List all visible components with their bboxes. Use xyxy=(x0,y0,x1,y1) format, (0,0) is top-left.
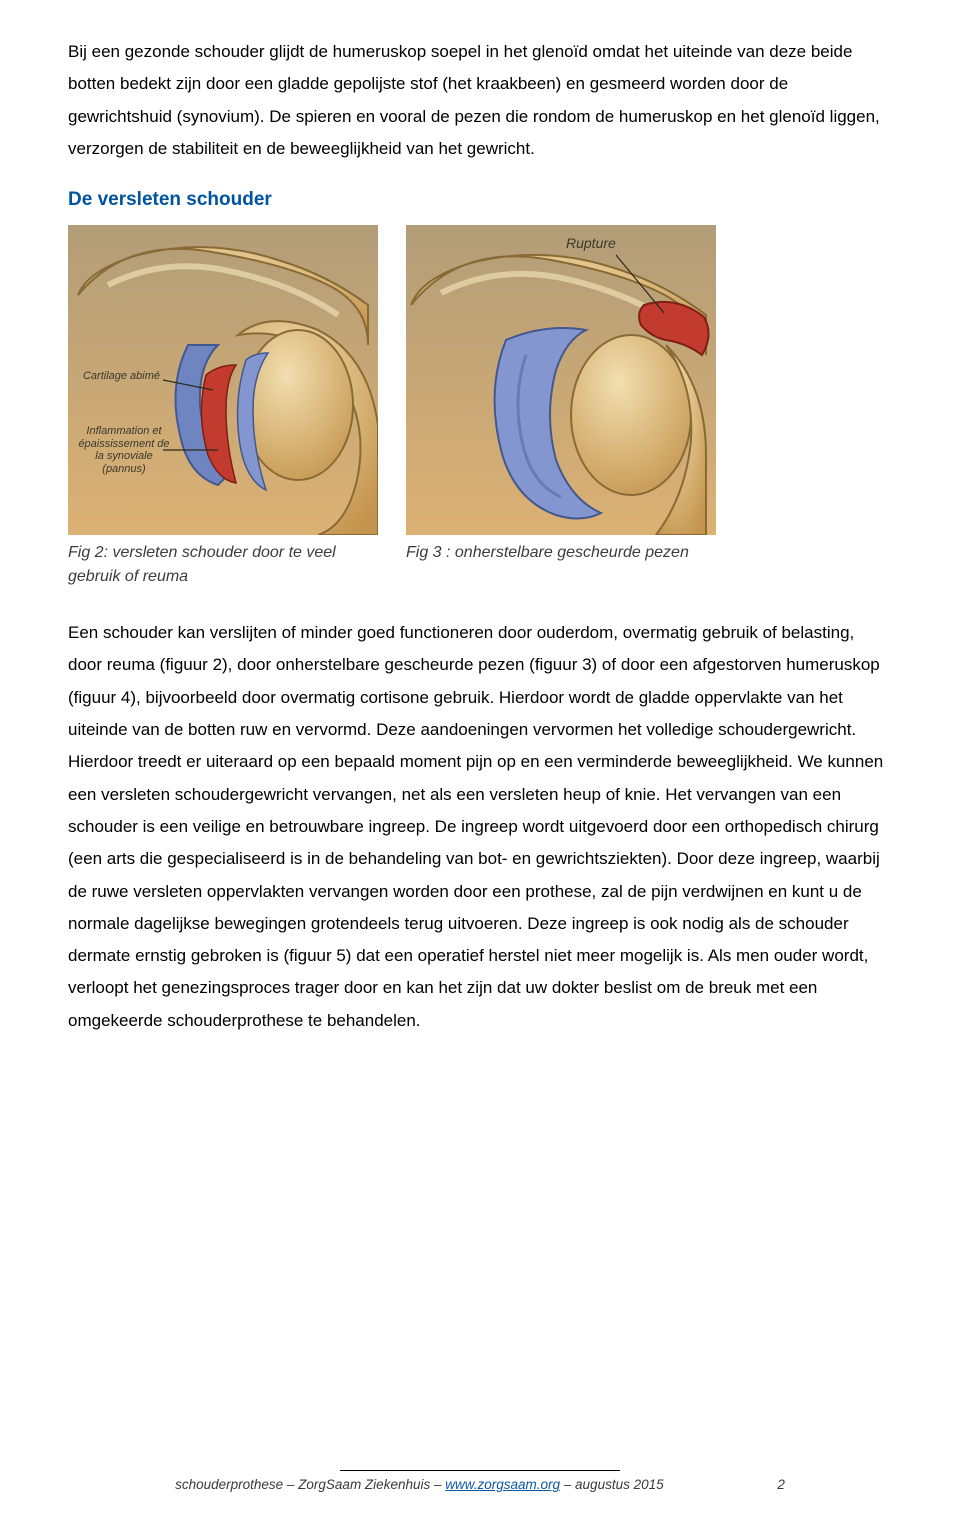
figure-3-label-rupture: Rupture xyxy=(566,235,616,251)
document-page: Bij een gezonde schouder glijdt de humer… xyxy=(0,0,960,1516)
body-paragraph: Een schouder kan verslijten of minder go… xyxy=(68,617,892,1037)
footer-page-number: 2 xyxy=(777,1477,785,1492)
footer-date: – augustus 2015 xyxy=(560,1477,664,1492)
page-footer: schouderprothese – ZorgSaam Ziekenhuis –… xyxy=(0,1470,960,1492)
figure-3-block: Rupture Fig 3 : onherstelbare gescheurde… xyxy=(406,225,716,589)
footer-link[interactable]: www.zorgsaam.org xyxy=(445,1477,560,1492)
figure-2-caption: Fig 2: versleten schouder door te veel g… xyxy=(68,541,378,589)
figure-3-image: Rupture xyxy=(406,225,716,535)
figure-2-block: Cartilage abimé Inflammation et épaissis… xyxy=(68,225,378,589)
figure-2-label-inflammation: Inflammation et épaississement de la syn… xyxy=(74,425,174,476)
footer-rule xyxy=(340,1470,620,1471)
figure-2-image: Cartilage abimé Inflammation et épaissis… xyxy=(68,225,378,535)
section-heading: De versleten schouder xyxy=(68,189,892,211)
footer-title: schouderprothese – ZorgSaam Ziekenhuis – xyxy=(175,1477,445,1492)
shoulder-torn-icon xyxy=(406,225,716,535)
figure-row: Cartilage abimé Inflammation et épaissis… xyxy=(68,225,892,589)
figure-3-caption: Fig 3 : onherstelbare gescheurde pezen xyxy=(406,541,716,565)
intro-paragraph: Bij een gezonde schouder glijdt de humer… xyxy=(68,36,892,165)
figure-2-label-cartilage: Cartilage abimé xyxy=(74,370,169,383)
